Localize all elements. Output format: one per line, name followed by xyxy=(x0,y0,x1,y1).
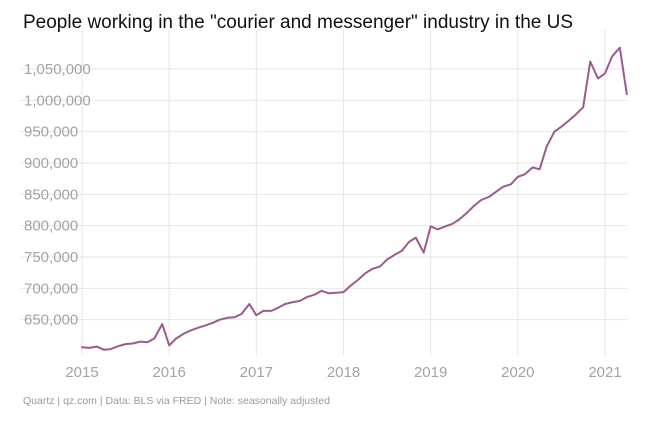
x-tick-label: 2019 xyxy=(414,364,447,381)
y-tick-label: 650,000 xyxy=(24,312,78,329)
chart-title: People working in the "courier and messe… xyxy=(23,12,573,33)
x-tick-label: 2021 xyxy=(588,364,621,381)
y-tick-label: 1,000,000 xyxy=(24,92,91,109)
x-tick-label: 2018 xyxy=(327,364,360,381)
gridlines xyxy=(20,30,628,355)
x-axis-ticks: 2015 2016 2017 2018 2019 2020 2021 xyxy=(65,364,621,381)
x-tick-label: 2017 xyxy=(240,364,273,381)
y-tick-label: 750,000 xyxy=(24,249,78,266)
source-note: Quartz | qz.com | Data: BLS via FRED | N… xyxy=(23,395,330,407)
y-tick-label: 900,000 xyxy=(24,155,78,172)
y-tick-label: 1,050,000 xyxy=(24,61,91,78)
y-axis-ticks: 650,000 700,000 750,000 800,000 850,000 900,0… xyxy=(24,61,91,329)
x-tick-label: 2020 xyxy=(501,364,534,381)
series-line xyxy=(81,46,628,351)
y-tick-label: 800,000 xyxy=(24,218,78,235)
y-tick-label: 950,000 xyxy=(24,124,78,141)
x-tick-label: 2015 xyxy=(65,364,98,381)
y-tick-label: 850,000 xyxy=(24,186,78,203)
series-lines xyxy=(81,46,628,351)
y-tick-label: 700,000 xyxy=(24,280,78,297)
x-tick-label: 2016 xyxy=(152,364,185,381)
